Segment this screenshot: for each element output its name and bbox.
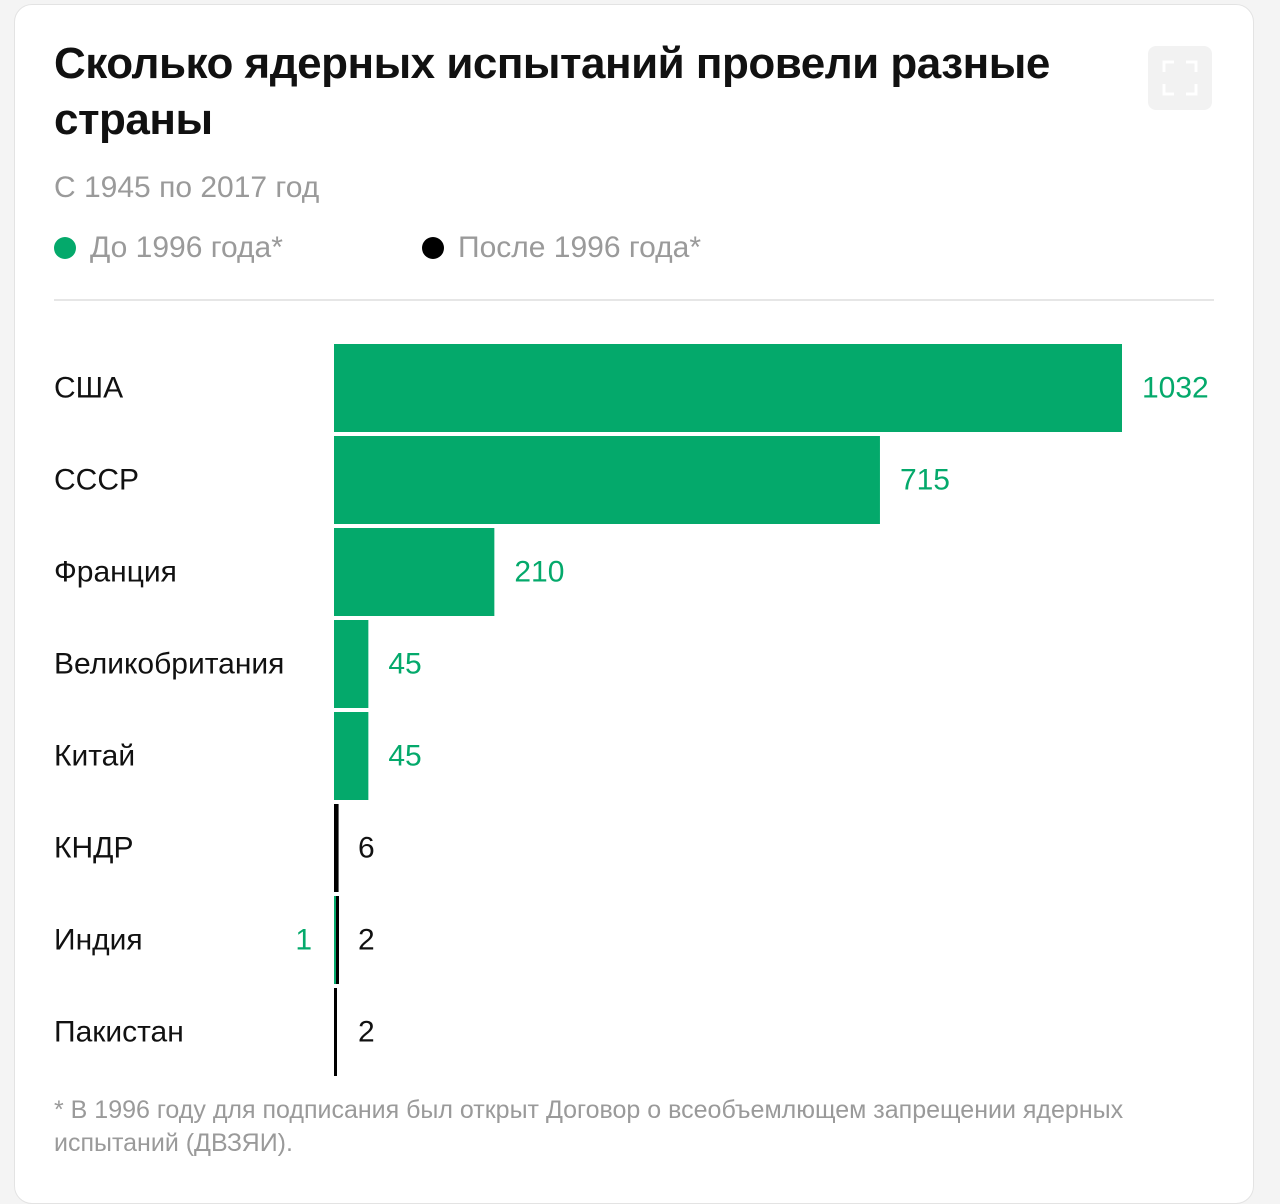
legend-swatch-green <box>54 237 76 259</box>
data-label-after: 2 <box>358 1016 375 1049</box>
chart-subtitle: С 1945 по 2017 год <box>54 171 320 204</box>
legend-label: До 1996 года* <box>90 231 283 264</box>
category-label: США <box>54 372 123 405</box>
bar-after-1996 <box>336 896 339 984</box>
bar-before-1996 <box>334 896 336 984</box>
footnote: * В 1996 году для подписания был открыт … <box>54 1096 1124 1157</box>
legend-label: После 1996 года* <box>458 231 702 264</box>
bar-before-1996 <box>334 344 1122 432</box>
category-label: СССР <box>54 464 139 497</box>
category-label: Великобритания <box>54 648 284 681</box>
data-label-before: 1 <box>295 924 312 957</box>
bar-after-1996 <box>334 988 337 1076</box>
category-label: Китай <box>54 740 135 773</box>
bar-before-1996 <box>334 436 880 524</box>
legend-item-after-1996: После 1996 года* <box>422 228 701 268</box>
category-label: Пакистан <box>54 1016 184 1049</box>
chart-title: Сколько ядерных испытаний провели разные… <box>54 39 1050 144</box>
data-label-before: 45 <box>388 648 421 681</box>
category-label: Индия <box>54 924 143 957</box>
bar-after-1996 <box>334 804 339 892</box>
data-label-before: 45 <box>388 740 421 773</box>
data-label-after: 2 <box>358 924 375 957</box>
category-label: Франция <box>54 556 177 589</box>
data-label-before: 715 <box>900 464 950 497</box>
bar-before-1996 <box>334 528 495 616</box>
data-label-before: 1032 <box>1142 372 1209 405</box>
bar-before-1996 <box>334 712 369 800</box>
data-label-after: 6 <box>358 832 375 865</box>
bar-before-1996 <box>334 620 369 708</box>
expand-button[interactable] <box>1148 46 1212 110</box>
data-label-before: 210 <box>514 556 564 589</box>
legend-swatch-black <box>422 237 444 259</box>
chart-card <box>14 4 1254 1204</box>
category-label: КНДР <box>54 832 133 865</box>
legend-item-before-1996: До 1996 года* <box>54 228 283 268</box>
fullscreen-icon <box>1162 60 1198 96</box>
divider <box>54 299 1214 301</box>
